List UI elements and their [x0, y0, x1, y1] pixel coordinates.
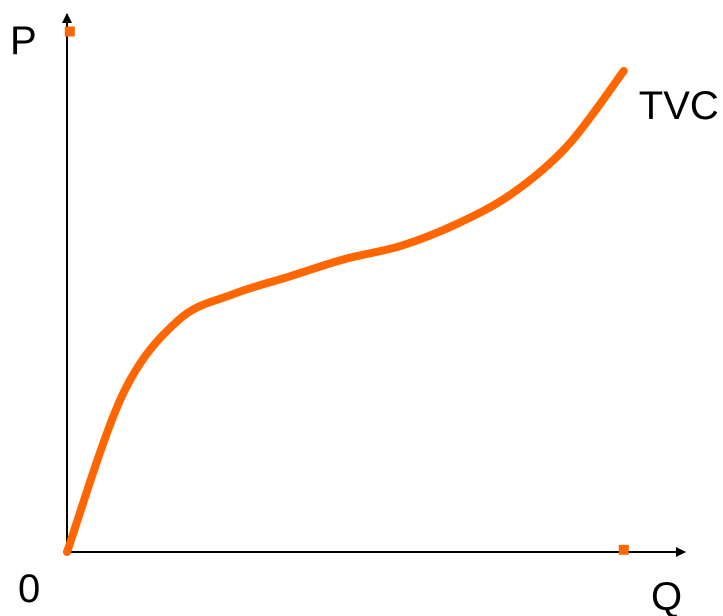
- axes: [62, 13, 686, 557]
- y-axis-marker: [64, 26, 75, 37]
- series-label-tvc: TVC: [639, 84, 719, 128]
- series-line-tvc: [63, 66, 628, 556]
- x-axis-label: Q: [651, 575, 682, 616]
- origin-label: 0: [18, 567, 40, 611]
- y-axis-label: P: [10, 19, 37, 63]
- x-axis-marker: [618, 544, 629, 555]
- marker-layer: [64, 26, 629, 555]
- series-layer: TVC: [63, 66, 719, 556]
